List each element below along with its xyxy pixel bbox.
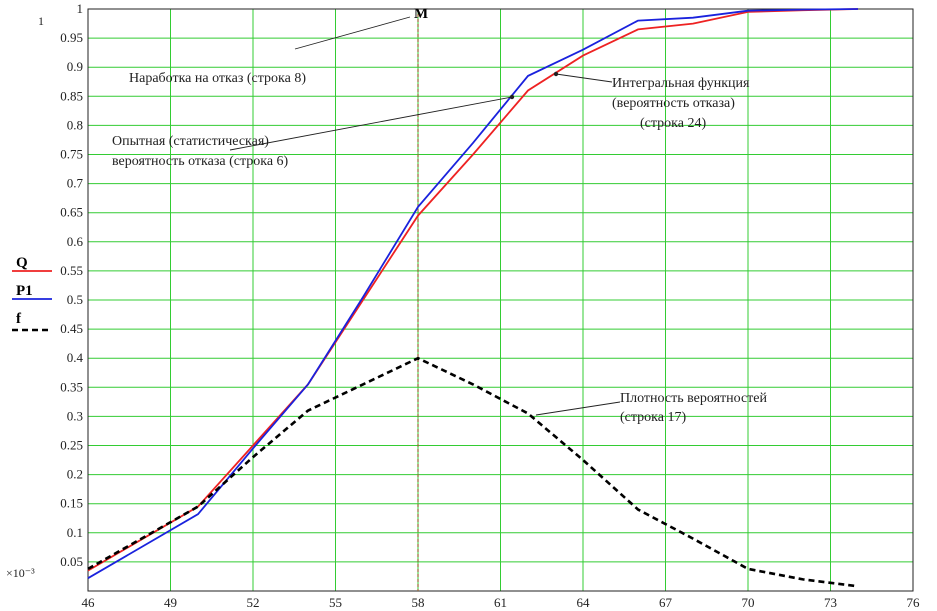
y-tick-label: 0.7 [67,176,84,191]
annotation-empirical-line2: вероятность отказа (строка 6) [112,154,289,169]
annotation-density-line1: Плотность вероятностей [620,391,767,406]
y-tick-label: 0.3 [67,408,83,423]
y-tick-label: 0.4 [67,350,84,365]
leader-mtbf [294,16,411,50]
corner-bottom-left-label: ×10⁻³ [6,566,35,580]
y-tick-label: 0.5 [67,292,83,307]
mean-marker-label: M [414,6,429,22]
series-line-f [87,356,859,588]
x-tick-label: 58 [412,595,425,610]
y-tick-label: 0.65 [60,205,83,220]
leader-empirical [229,96,513,151]
y-tick-label: 0.85 [60,88,83,103]
annotation-integral-line3: (строка 24) [640,116,707,131]
leader-integral [555,73,613,83]
y-tick-label: 0.75 [60,147,83,162]
series-line-q [87,8,859,572]
y-tick-label: 0.25 [60,438,83,453]
tick-labels: 46 49 52 55 58 61 64 67 70 73 76 0.05 0.1 0.15 0.2 0.25… [60,1,920,610]
x-tick-label: 49 [164,595,177,610]
y-tick-label: 0.1 [67,525,83,540]
x-tick-label: 61 [494,595,507,610]
leader-empirical-dot [509,94,515,100]
x-tick-label: 52 [247,595,260,610]
y-tick-label: 0.05 [60,554,83,569]
series-lines [87,8,859,591]
grid-lines [87,8,914,591]
x-tick-label: 67 [659,595,673,610]
y-tick-label: 0.55 [60,263,83,278]
leader-integral-dot [553,71,559,77]
x-tick-label: 55 [329,595,342,610]
y-tick-label: 0.9 [67,59,83,74]
legend-label-p1: P1 [16,283,33,299]
series-line-p1 [87,8,859,579]
y-tick-label: 1 [77,1,84,16]
legend-label-f: f [16,311,21,327]
annotation-integral-line1: Интегральная функция [612,76,750,91]
corner-top-left-label: 1 [38,14,44,28]
y-tick-label: 0.8 [67,117,83,132]
y-tick-label: 0.6 [67,234,84,249]
plot-frame [87,8,914,592]
y-tick-label: 0.35 [60,379,83,394]
y-tick-label: 0.2 [67,467,83,482]
x-tick-label: 46 [82,595,96,610]
annotation-empirical-line1: Опытная (статистическая) [112,134,269,149]
plot-area [87,8,914,592]
x-tick-label: 70 [742,595,755,610]
legend [12,270,52,332]
annotation-leaders [229,16,621,416]
y-tick-label: 0.45 [60,321,83,336]
x-tick-label: 64 [577,595,591,610]
x-tick-label: 76 [907,595,921,610]
x-tick-label: 73 [824,595,837,610]
annotation-density-line2: (строка 17) [620,410,687,425]
annotation-mtbf: Наработка на отказ (строка 8) [129,71,307,86]
leader-density [535,401,621,416]
y-tick-label: 0.95 [60,30,83,45]
legend-label-q: Q [16,255,28,271]
annotation-integral-line2: (вероятность отказа) [612,96,735,111]
y-tick-label: 0.15 [60,496,83,511]
